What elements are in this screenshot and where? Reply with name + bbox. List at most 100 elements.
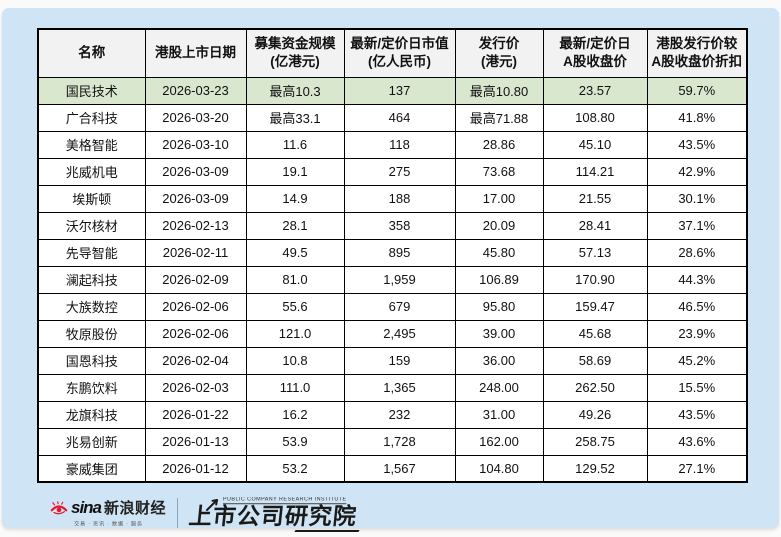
table-cell: 121.0 (245, 319, 345, 348)
table-cell: 大族数控 (37, 292, 146, 321)
table-cell: 28.1 (245, 211, 345, 240)
table-cell: 美格智能 (37, 130, 146, 159)
footer-divider (177, 498, 179, 528)
column-header: 最新/定价日市值 (亿人民币) (343, 28, 456, 78)
table-cell: 2026-01-12 (144, 454, 247, 483)
table-row: 美格智能 2026-03-10 11.6 118 28.86 45.10 43.5% (37, 130, 748, 159)
table-cell: 104.80 (454, 454, 544, 483)
table-cell: 23.9% (646, 319, 748, 348)
table-cell: 275 (343, 157, 456, 186)
table-cell: 2026-03-23 (144, 76, 247, 105)
table-cell: 39.00 (454, 319, 544, 348)
table-row: 兆威机电 2026-03-09 19.1 275 73.68 114.21 42.9% (37, 157, 748, 186)
table-cell: 广合科技 (37, 103, 146, 132)
table-cell: 兆易创新 (37, 427, 146, 456)
table-cell: 37.1% (646, 211, 748, 240)
table-cell: 23.57 (542, 76, 648, 105)
table-cell: 162.00 (454, 427, 544, 456)
table-cell: 2026-03-10 (144, 130, 247, 159)
table-cell: 10.8 (245, 346, 345, 375)
table-row: 澜起科技 2026-02-09 81.0 1,959 106.89 170.90 44.3% (37, 265, 748, 294)
table-cell: 兆威机电 (37, 157, 146, 186)
table-cell: 232 (343, 400, 456, 429)
table-row: 东鹏饮料 2026-02-03 111.0 1,365 248.00 262.50 15.5… (37, 373, 748, 402)
infographic-card: 名称 港股上市日期 募集资金规模 (亿港元) 最新/定价日市值 (亿人民币) 发行价 (… (2, 8, 779, 532)
table-cell: 248.00 (454, 373, 544, 402)
table-cell: 108.80 (542, 103, 648, 132)
table-cell: 49.26 (542, 400, 648, 429)
table-cell: 43.5% (646, 400, 748, 429)
footer-logos: sina 新浪财经 交易 · 资讯 · 数据 · 服务 PUBLIC COMPA… (50, 494, 360, 532)
table-cell: 2026-02-03 (144, 373, 247, 402)
table-cell: 129.52 (542, 454, 648, 483)
table-cell: 2026-02-11 (144, 238, 247, 267)
table-cell: 豪威集团 (37, 454, 146, 483)
table-cell: 53.9 (245, 427, 345, 456)
table-cell: 埃斯顿 (37, 184, 146, 213)
column-header: 最新/定价日 A股收盘价 (542, 28, 648, 78)
table-cell: 43.5% (646, 130, 748, 159)
table-cell: 19.1 (245, 157, 345, 186)
table-row: 沃尔核材 2026-02-13 28.1 358 20.09 28.41 37.1% (37, 211, 748, 240)
table-cell: 159.47 (542, 292, 648, 321)
table-row: 兆易创新 2026-01-13 53.9 1,728 162.00 258.75 43.6% (37, 427, 748, 456)
table-cell: 2026-02-06 (144, 292, 247, 321)
table-row: 先导智能 2026-02-11 49.5 895 45.80 57.13 28.6% (37, 238, 748, 267)
table-cell: 2026-02-09 (144, 265, 247, 294)
table-cell: 41.8% (646, 103, 748, 132)
column-header: 名称 (37, 28, 146, 78)
table-cell: 258.75 (542, 427, 648, 456)
table-cell: 45.2% (646, 346, 748, 375)
table-cell: 1,728 (343, 427, 456, 456)
table-cell: 11.6 (245, 130, 345, 159)
table-cell: 20.09 (454, 211, 544, 240)
table-cell: 170.90 (542, 265, 648, 294)
table-cell: 159 (343, 346, 456, 375)
table-cell: 最高10.80 (454, 76, 544, 105)
table-cell: 15.5% (646, 373, 748, 402)
table-cell: 最高33.1 (245, 103, 345, 132)
table-cell: 44.3% (646, 265, 748, 294)
table-cell: 679 (343, 292, 456, 321)
table-row: 大族数控 2026-02-06 55.6 679 95.80 159.47 46.5% (37, 292, 748, 321)
table-cell: 2026-01-13 (144, 427, 247, 456)
table-cell: 42.9% (646, 157, 748, 186)
table-cell: 1,567 (343, 454, 456, 483)
table-cell: 1,365 (343, 373, 456, 402)
table-cell: 2026-01-22 (144, 400, 247, 429)
table-cell: 牧原股份 (37, 319, 146, 348)
table-cell: 45.10 (542, 130, 648, 159)
table-cell: 114.21 (542, 157, 648, 186)
table-row: 埃斯顿 2026-03-09 14.9 188 17.00 21.55 30.1% (37, 184, 748, 213)
table-cell: 1,959 (343, 265, 456, 294)
table-cell: 45.80 (454, 238, 544, 267)
table-cell: 龙旗科技 (37, 400, 146, 429)
table-cell: 最高10.3 (245, 76, 345, 105)
table-cell: 2026-02-04 (144, 346, 247, 375)
table-cell: 118 (343, 130, 456, 159)
table-cell: 30.1% (646, 184, 748, 213)
table-cell: 2026-03-09 (144, 157, 247, 186)
table-row: 豪威集团 2026-01-12 53.2 1,567 104.80 129.52 27.1% (37, 454, 748, 483)
arrow-icon (206, 499, 219, 512)
research-institute-logo: PUBLIC COMPANY RESEARCH INSTITUTE 上市公司研究… (188, 497, 360, 532)
table-cell: 国恩科技 (37, 346, 146, 375)
table-cell: 28.6% (646, 238, 748, 267)
table-cell: 358 (343, 211, 456, 240)
table-cell: 澜起科技 (37, 265, 146, 294)
table-cell: 262.50 (542, 373, 648, 402)
table-cell: 58.69 (542, 346, 648, 375)
sina-finance-logo: sina 新浪财经 交易 · 资讯 · 数据 · 服务 (50, 499, 166, 528)
table-cell: 16.2 (245, 400, 345, 429)
column-header: 发行价 (港元) (454, 28, 544, 78)
hk-listing-table-container: 名称 港股上市日期 募集资金规模 (亿港元) 最新/定价日市值 (亿人民币) 发行价 (… (37, 28, 748, 483)
table-cell: 最高71.88 (454, 103, 544, 132)
table-cell: 31.00 (454, 400, 544, 429)
table-cell: 2,495 (343, 319, 456, 348)
column-header: 港股上市日期 (144, 28, 247, 78)
table-cell: 先导智能 (37, 238, 146, 267)
table-row: 广合科技 2026-03-20 最高33.1 464 最高71.88 108.80 41.8… (37, 103, 748, 132)
table-cell: 国民技术 (37, 76, 146, 105)
table-cell: 28.86 (454, 130, 544, 159)
table-row: 国民技术 2026-03-23 最高10.3 137 最高10.80 23.57 59.7% (37, 76, 748, 105)
